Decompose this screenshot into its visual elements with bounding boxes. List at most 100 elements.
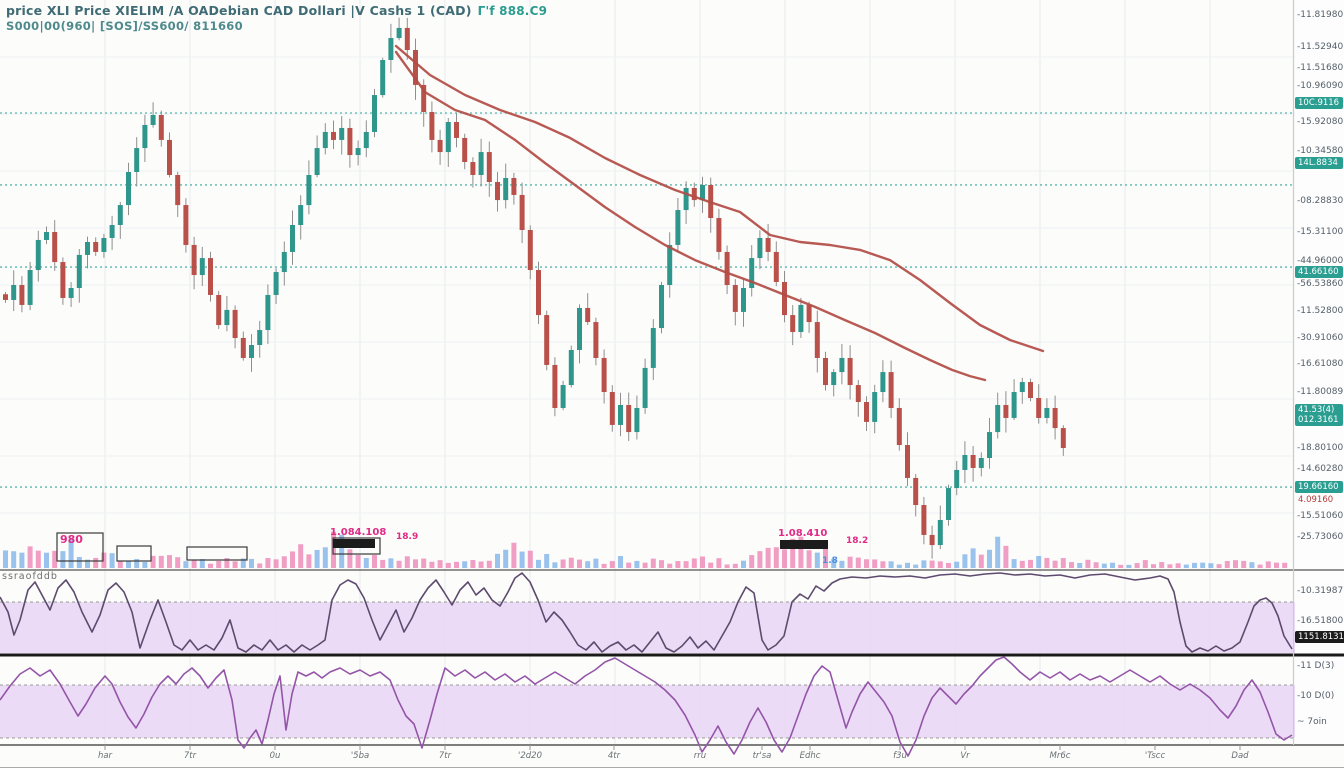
symbol-title: price XLI Price XIELIM /A OADebian CAD D… xyxy=(6,3,547,19)
candle-down xyxy=(404,27,410,51)
volume-bar xyxy=(626,562,632,568)
volume-bar xyxy=(880,561,886,568)
oscillator-panel-1[interactable] xyxy=(0,570,1344,655)
candle-down xyxy=(773,251,779,283)
volume-bar xyxy=(536,559,541,568)
volume-bar xyxy=(593,558,599,568)
candle-up xyxy=(396,27,402,39)
candle-up xyxy=(831,372,837,386)
candle-down xyxy=(691,187,697,201)
volume-bar xyxy=(724,564,730,568)
candle-down xyxy=(347,127,353,156)
volume-bar xyxy=(404,556,410,568)
volume-bar xyxy=(962,554,968,568)
volume-bar xyxy=(1224,561,1230,568)
candle-up xyxy=(273,272,279,295)
candle-down xyxy=(765,237,771,252)
candle-down xyxy=(552,364,558,408)
volume-bar xyxy=(183,561,189,568)
candle-up xyxy=(1019,382,1025,393)
volume-bar xyxy=(437,560,443,568)
volume-bar xyxy=(1003,545,1009,568)
candle-down xyxy=(544,315,550,365)
candle-down xyxy=(921,505,927,535)
candle-up xyxy=(478,152,484,175)
candle-up xyxy=(388,38,394,60)
price-axis-scale[interactable] xyxy=(1293,0,1344,570)
candle-up xyxy=(937,519,943,546)
candle-up xyxy=(265,294,271,331)
volume-bar xyxy=(872,559,878,568)
volume-range-box xyxy=(186,546,248,561)
volume-bar xyxy=(1036,556,1042,568)
candle-down xyxy=(626,404,632,433)
volume-bar xyxy=(60,551,66,568)
volume-bar xyxy=(52,550,58,568)
volume-bar xyxy=(478,561,484,568)
candle-up xyxy=(577,307,582,350)
candle-down xyxy=(601,357,607,393)
volume-bar xyxy=(445,562,451,568)
candle-up xyxy=(224,309,230,326)
volume-bar xyxy=(708,562,714,568)
candle-down xyxy=(175,174,181,206)
volume-bar xyxy=(167,555,172,568)
volume-bar xyxy=(117,561,123,568)
volume-bar xyxy=(454,561,459,568)
volume-bar xyxy=(322,547,328,568)
time-axis-label: tr'sa xyxy=(752,751,772,761)
time-axis-label: 4tr xyxy=(607,751,621,761)
candle-up xyxy=(741,287,746,312)
oscillator-panel-2[interactable] xyxy=(0,655,1344,745)
volume-bar xyxy=(1216,564,1222,568)
candle-up xyxy=(560,385,566,408)
volume-bar xyxy=(888,561,894,568)
volume-bar xyxy=(667,563,673,568)
volume-bar xyxy=(864,559,869,568)
time-axis-label: 0u xyxy=(269,751,281,761)
candle-up xyxy=(117,205,123,226)
volume-bar xyxy=(126,561,131,568)
volume-bar xyxy=(790,538,796,568)
time-axis-scale[interactable] xyxy=(0,745,1344,768)
candle-up xyxy=(995,404,1001,433)
candle-down xyxy=(511,177,517,195)
candle-down xyxy=(585,307,591,323)
volume-bar xyxy=(19,552,25,568)
volume-bar xyxy=(314,549,320,568)
volume-bar xyxy=(560,559,566,568)
candle-up xyxy=(101,237,107,252)
volume-bar xyxy=(1200,562,1206,568)
time-axis-label: 7tr xyxy=(183,751,197,761)
volume-note-left: 980 xyxy=(60,533,83,546)
price-axis-label: -08.28830 xyxy=(1297,196,1344,206)
volume-bar xyxy=(831,558,837,568)
candle-down xyxy=(183,205,189,245)
candle-down xyxy=(19,285,25,305)
candle-up xyxy=(314,148,320,175)
volume-bar xyxy=(814,552,820,568)
volume-bar xyxy=(855,557,861,568)
oscillator-1-line xyxy=(0,572,1293,653)
oscillator-2-line xyxy=(0,656,1293,757)
candle-up xyxy=(109,225,115,238)
volume-bar xyxy=(1011,559,1017,568)
volume-bar xyxy=(68,538,74,568)
volume-bar xyxy=(281,556,287,568)
main-price-pane[interactable] xyxy=(0,0,1293,570)
price-axis-label: -11.80089 xyxy=(1297,387,1344,397)
volume-bar xyxy=(339,534,345,568)
candle-down xyxy=(536,270,541,316)
oscillator1-axis-label: -16.51800 xyxy=(1297,616,1344,626)
volume-bar xyxy=(306,554,312,568)
ma-slow-line xyxy=(394,50,987,382)
candle-down xyxy=(1036,398,1042,418)
time-axis-label: 7tr xyxy=(438,751,452,761)
volume-bar xyxy=(1118,564,1124,568)
candle-up xyxy=(150,114,156,125)
time-axis-label: 'Tscc xyxy=(1144,751,1166,761)
volume-bar xyxy=(1142,560,1148,568)
price-badge-line1: 41.53(4) xyxy=(1298,405,1335,415)
price-axis-label: -10.96090 xyxy=(1297,81,1344,91)
volume-bar xyxy=(1044,557,1050,568)
